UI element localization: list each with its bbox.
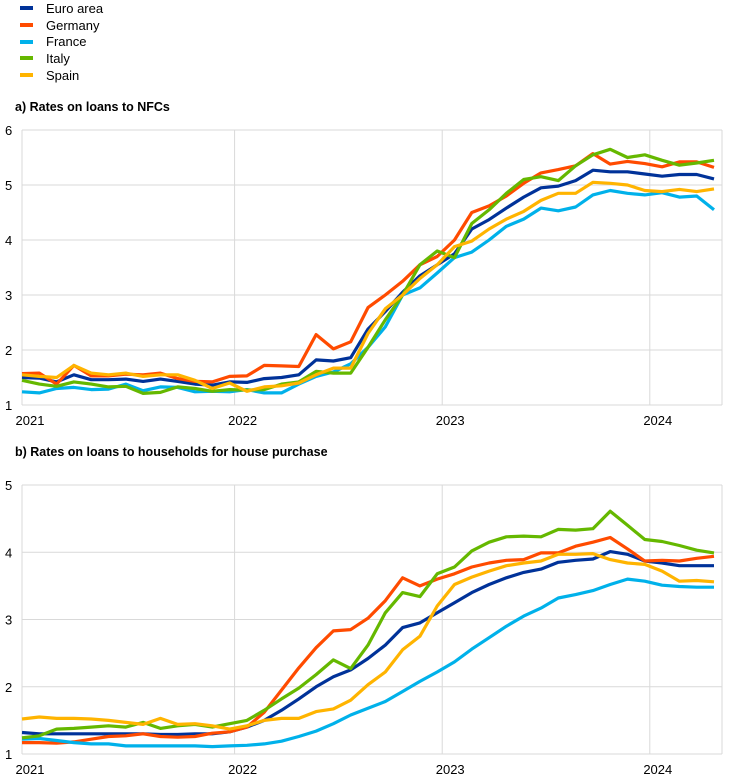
legend-label: Euro area <box>46 0 104 16</box>
legend-item-spain: Spain <box>20 67 103 84</box>
legend-swatch <box>20 23 33 28</box>
panel-a-series-france <box>21 188 715 395</box>
panel-a-series-spain <box>21 180 715 393</box>
legend: Euro area Germany France Italy Spain <box>20 0 103 83</box>
panel-a-y-tick-label: 5 <box>5 178 12 193</box>
panel-a-x-tick-label: 2024 <box>643 413 672 428</box>
panel-a-x-tick-label: 2023 <box>436 413 465 428</box>
panel-b-title: b) Rates on loans to households for hous… <box>15 445 328 459</box>
panel-a-x-tick-label: 2021 <box>16 413 45 428</box>
panel-b-y-tick-label: 5 <box>5 478 12 493</box>
legend-item-france: France <box>20 33 103 50</box>
panel-b-series-france <box>21 577 714 749</box>
legend-label: Germany <box>46 17 100 33</box>
legend-label: France <box>46 34 87 50</box>
panel-b-y-tick-label: 4 <box>5 545 12 560</box>
panel-a-series-euro-area <box>21 168 715 387</box>
panel-b-y-tick-label: 1 <box>5 747 12 762</box>
panel-b-series-spain <box>21 551 715 731</box>
panel-b-y-tick-label: 2 <box>5 680 12 695</box>
panel-a-y-tick-label: 4 <box>5 233 12 248</box>
legend-item-italy: Italy <box>20 50 103 67</box>
panel-b-series-italy <box>21 509 715 740</box>
panel-b-series-germany <box>22 535 715 745</box>
panel-a-y-tick-label: 3 <box>5 288 12 303</box>
panel-a-title: a) Rates on loans to NFCs <box>15 100 170 114</box>
panel-b-x-tick-label: 2024 <box>643 762 672 777</box>
panel-a-y-tick-label: 6 <box>5 123 12 138</box>
panel-b-x-tick-label: 2023 <box>436 762 465 777</box>
panel-b-x-tick-label: 2021 <box>16 762 45 777</box>
panel-a-x-tick-label: 2022 <box>228 413 257 428</box>
legend-item-germany: Germany <box>20 17 103 34</box>
legend-label: Italy <box>46 50 70 66</box>
legend-swatch <box>20 6 33 11</box>
panel-a-series-italy <box>21 147 715 395</box>
panel-b-y-tick-label: 3 <box>5 613 12 628</box>
legend-item-euro-area: Euro area <box>20 0 103 17</box>
panel-a-y-tick-label: 1 <box>5 398 12 413</box>
panel-a-y-tick-label: 2 <box>5 343 12 358</box>
legend-swatch <box>20 73 33 78</box>
legend-label: Spain <box>46 67 80 83</box>
legend-swatch <box>20 56 33 61</box>
legend-swatch <box>20 39 33 44</box>
panel-b-x-tick-label: 2022 <box>228 762 257 777</box>
